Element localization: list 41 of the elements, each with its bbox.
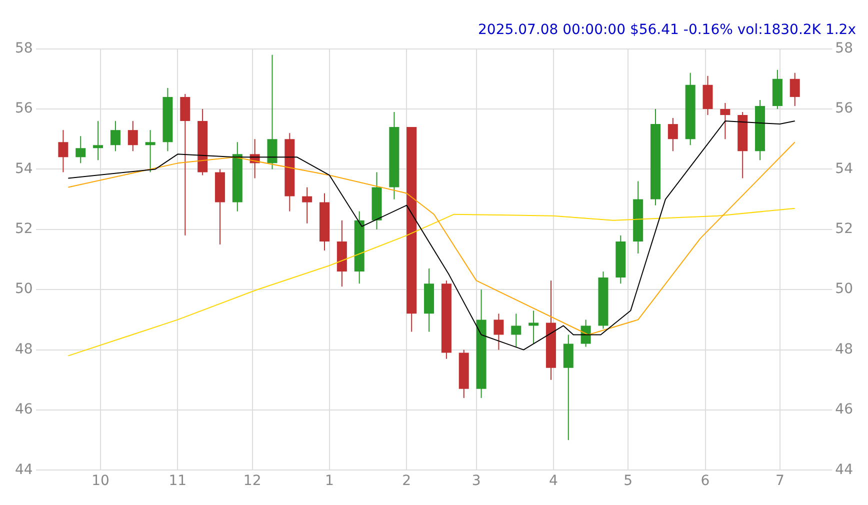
y-tick-label: 44 xyxy=(14,462,33,478)
y-tick-label: 48 xyxy=(14,341,33,358)
y2-tick-label: 44 xyxy=(835,462,854,478)
candlestick xyxy=(93,120,104,161)
x-tick-label: 11 xyxy=(168,473,187,490)
candlestick xyxy=(528,310,539,344)
candlestick xyxy=(110,120,120,152)
candlestick xyxy=(511,313,522,348)
candlestick xyxy=(720,102,730,140)
y2-tick-label: 52 xyxy=(835,221,854,238)
y2-tick-label: 56 xyxy=(835,100,854,117)
y2-tick-label: 46 xyxy=(835,402,854,418)
candlestick xyxy=(76,136,86,164)
y-tick-label: 50 xyxy=(14,281,33,298)
x-tick-label: 3 xyxy=(472,473,481,490)
y2-tick-label: 50 xyxy=(835,281,854,298)
candlestick xyxy=(302,186,312,224)
x-tick-label: 10 xyxy=(92,473,110,490)
y-tick-label: 58 xyxy=(14,40,33,56)
x-tick-label: 4 xyxy=(548,473,558,490)
candlestick xyxy=(145,130,156,173)
x-tick-label: 1 xyxy=(325,473,334,490)
candlestick xyxy=(58,130,68,173)
x-tick-label: 12 xyxy=(243,473,262,490)
candlestick xyxy=(668,118,678,152)
y2-tick-label: 54 xyxy=(835,160,854,177)
x-tick-label: 6 xyxy=(700,473,710,490)
candlestick xyxy=(128,120,138,152)
candlestick xyxy=(580,319,591,348)
y2-tick-label: 48 xyxy=(835,341,854,358)
y2-tick-label: 58 xyxy=(835,40,854,56)
y-tick-label: 54 xyxy=(14,160,33,177)
y-tick-label: 46 xyxy=(14,402,33,418)
candlestick xyxy=(494,313,504,350)
chart-title: 2025.07.08 00:00:00 $56.41 -0.16% vol:1830.2K 1.2x xyxy=(478,22,856,38)
x-tick-label: 5 xyxy=(624,473,633,490)
candlestick xyxy=(790,72,800,106)
x-tick-label: 2 xyxy=(402,473,412,490)
y-tick-label: 52 xyxy=(14,221,33,238)
x-tick-label: 7 xyxy=(775,473,784,490)
y-tick-label: 56 xyxy=(14,100,33,117)
